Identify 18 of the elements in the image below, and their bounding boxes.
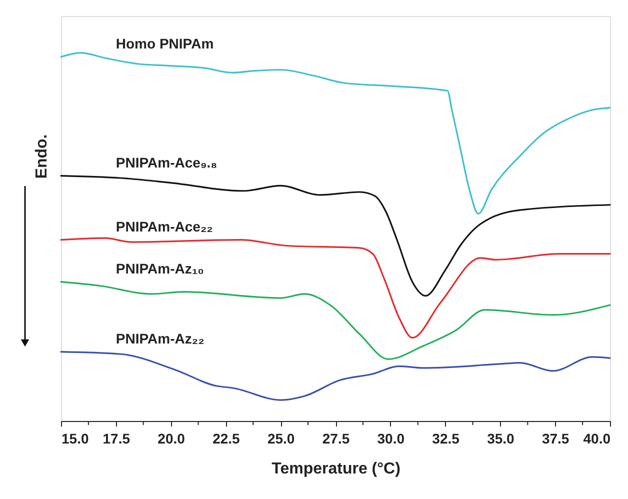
x-tick-label: 15.0	[62, 430, 89, 446]
x-tick-label: 37.5	[542, 430, 570, 446]
x-tick-label: 25.0	[267, 430, 295, 446]
x-tick-label: 30.0	[377, 430, 405, 446]
x-tick-label: 35.0	[487, 430, 515, 446]
series-label: PNIPAm-Ace₉.₈	[116, 154, 218, 170]
x-tick-label: 17.5	[102, 430, 130, 446]
x-tick-label: 32.5	[432, 430, 460, 446]
x-tick-label: 40.0	[583, 430, 611, 446]
series-label: PNIPAm-Az₂₂	[116, 330, 204, 346]
series-label: PNIPAm-Ace₂₂	[116, 218, 213, 234]
x-tick-label: 22.5	[212, 430, 240, 446]
series-label: Homo PNIPAm	[116, 35, 214, 52]
x-axis-title: Temperature (°C)	[272, 460, 400, 478]
y-axis-title: Endo.	[34, 134, 50, 179]
x-tick-label: 20.0	[158, 430, 186, 446]
x-tick-label: 27.5	[322, 430, 350, 446]
series-label: PNIPAm-Az₁₀	[116, 260, 204, 276]
